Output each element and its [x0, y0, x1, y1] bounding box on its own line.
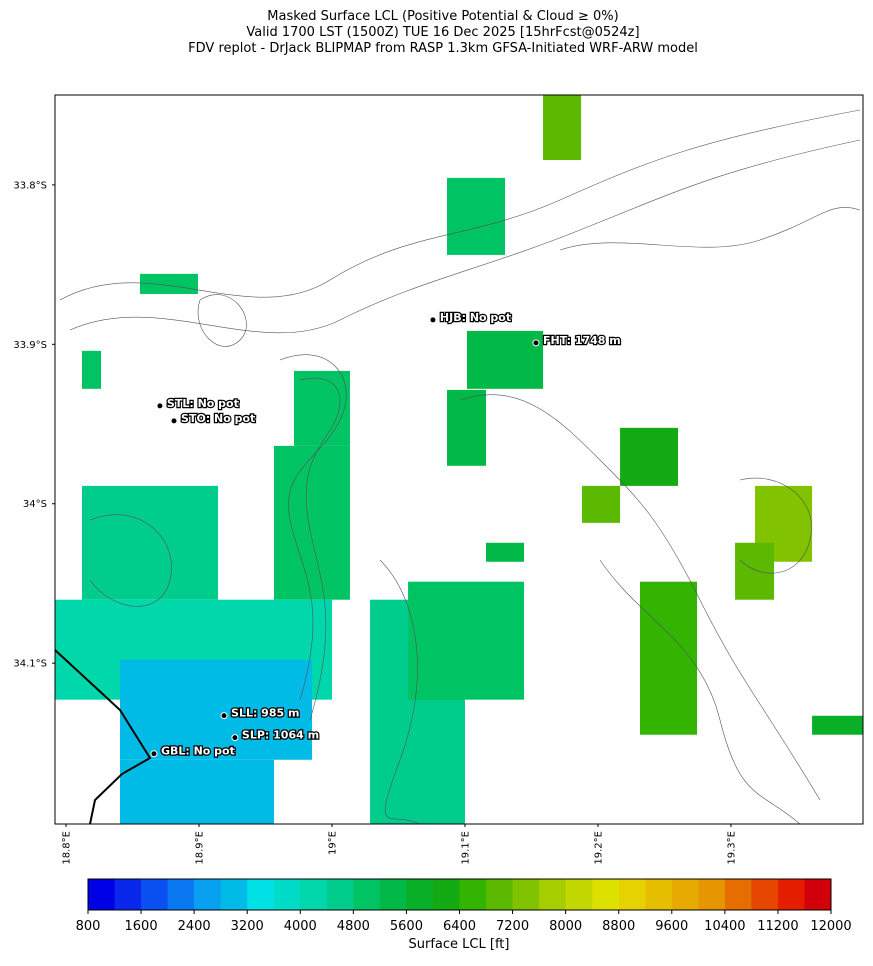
colorbar-swatch: [273, 879, 301, 910]
title-line: Masked Surface LCL (Positive Potential &…: [267, 9, 618, 24]
lon-tick-label: 19°E: [328, 831, 339, 855]
colorbar-tick-label: 7200: [496, 919, 529, 934]
colorbar-tick-label: 4800: [337, 919, 370, 934]
colorbar-swatch: [486, 879, 514, 910]
colorbar-swatch: [618, 879, 646, 910]
lcl-patch: [293, 370, 350, 446]
lat-tick-label: 34°S: [23, 499, 47, 510]
station-dot: [150, 750, 158, 758]
colorbar-tick-label: 9600: [655, 919, 688, 934]
lcl-patch: [120, 759, 275, 824]
colorbar-swatch: [406, 879, 434, 910]
colorbar-swatch: [751, 879, 779, 910]
colorbar-tick-label: 11200: [757, 919, 798, 934]
lcl-patch: [120, 659, 313, 760]
colorbar-tick-label: 10400: [704, 919, 745, 934]
terrain-contours: [59, 109, 861, 824]
lcl-patches: [55, 95, 863, 824]
lcl-patch: [620, 427, 679, 486]
station-dot: [170, 417, 178, 425]
station-dot: [231, 734, 239, 742]
colorbar-swatch: [194, 879, 222, 910]
lcl-patch: [466, 330, 544, 389]
colorbar-swatch: [777, 879, 805, 910]
lon-tick-label: 19.2°E: [593, 831, 604, 865]
station-dot: [532, 339, 540, 347]
lon-tick-label: 18.9°E: [195, 831, 206, 865]
station-label: SLP: 1064 m: [242, 729, 319, 742]
lat-tick-label: 34.1°S: [13, 659, 47, 670]
colorbar-tick-label: 800: [76, 919, 101, 934]
lon-tick-label: 19.3°E: [726, 831, 737, 865]
colorbar-swatch: [671, 879, 699, 910]
colorbar-swatch: [353, 879, 381, 910]
station-dot: [220, 712, 228, 720]
colorbar-swatch: [698, 879, 726, 910]
colorbar-tick-label: 4000: [284, 919, 317, 934]
lcl-patch: [639, 581, 698, 735]
axes: 33.8°S 33.9°S 34°S 34.1°S 18.8°E 18.9°E 19°E 19…: [13, 180, 737, 864]
stations: HJB: No pot FHT: 1748 m STL: No pot STO: No…: [150, 310, 622, 759]
title-line: FDV replot - DrJack BLIPMAP from RASP 1.…: [188, 41, 698, 56]
coastline: [55, 649, 152, 824]
colorbar: 800 1600 2400 3200 4000 4800 5600 6400 7200 8000 8…: [76, 878, 852, 934]
colorbar-label: Surface LCL [ft]: [409, 937, 510, 952]
lat-tick-label: 33.8°S: [13, 180, 47, 191]
colorbar-swatch: [724, 879, 752, 910]
station-label: GBL: No pot: [161, 745, 235, 758]
colorbar-swatch: [565, 879, 593, 910]
colorbar-swatch: [88, 879, 116, 910]
colorbar-swatch: [804, 879, 832, 910]
lcl-patch: [735, 542, 775, 600]
colorbar-swatch: [459, 879, 487, 910]
colorbar-tick-label: 1600: [125, 919, 158, 934]
station-label: FHT: 1748 m: [543, 334, 621, 347]
colorbar-tick-label: 5600: [390, 919, 423, 934]
station-label: STO: No pot: [181, 412, 255, 425]
station-dot: [429, 316, 437, 324]
colorbar-swatch: [539, 879, 567, 910]
colorbar-swatch: [326, 879, 354, 910]
lcl-patch: [543, 95, 582, 161]
lon-tick-label: 19.1°E: [460, 831, 471, 865]
station-label: SLL: 985 m: [231, 707, 299, 720]
lcl-patch: [447, 177, 506, 255]
colorbar-swatch: [645, 879, 673, 910]
map-frame: [54, 94, 864, 825]
lcl-patch: [485, 542, 525, 562]
colorbar-swatch: [167, 879, 195, 910]
lcl-patch: [582, 485, 621, 523]
lcl-patch: [812, 715, 863, 735]
map: HJB: No pot FHT: 1748 m STL: No pot STO: No…: [55, 95, 863, 824]
station-label: STL: No pot: [167, 397, 239, 410]
colorbar-swatch: [220, 879, 248, 910]
colorbar-tick-label: 8000: [549, 919, 582, 934]
colorbar-swatch: [114, 879, 142, 910]
lcl-patch: [447, 389, 486, 466]
lon-tick-label: 18.8°E: [62, 831, 73, 865]
colorbar-tick-label: 3200: [231, 919, 264, 934]
colorbar-tick-label: 12000: [810, 919, 851, 934]
colorbar-swatch: [247, 879, 275, 910]
colorbar-tick-label: 8800: [602, 919, 635, 934]
colorbar-swatch: [512, 879, 540, 910]
lcl-patch: [81, 350, 102, 389]
lat-tick-label: 33.9°S: [13, 340, 47, 351]
lcl-patch: [408, 581, 525, 700]
colorbar-swatch: [432, 879, 460, 910]
colorbar-swatch: [141, 879, 169, 910]
title-line: Valid 1700 LST (1500Z) TUE 16 Dec 2025 […: [246, 25, 639, 40]
station-label: HJB: No pot: [440, 311, 511, 324]
station-dot: [156, 402, 164, 410]
lcl-patch: [274, 445, 350, 600]
colorbar-tick-label: 2400: [178, 919, 211, 934]
colorbar-swatch: [379, 879, 407, 910]
colorbar-tick-label: 6400: [443, 919, 476, 934]
lcl-patch: [139, 273, 198, 294]
colorbar-swatch: [300, 879, 328, 910]
colorbar-swatch: [592, 879, 620, 910]
lcl-patch: [81, 485, 219, 600]
